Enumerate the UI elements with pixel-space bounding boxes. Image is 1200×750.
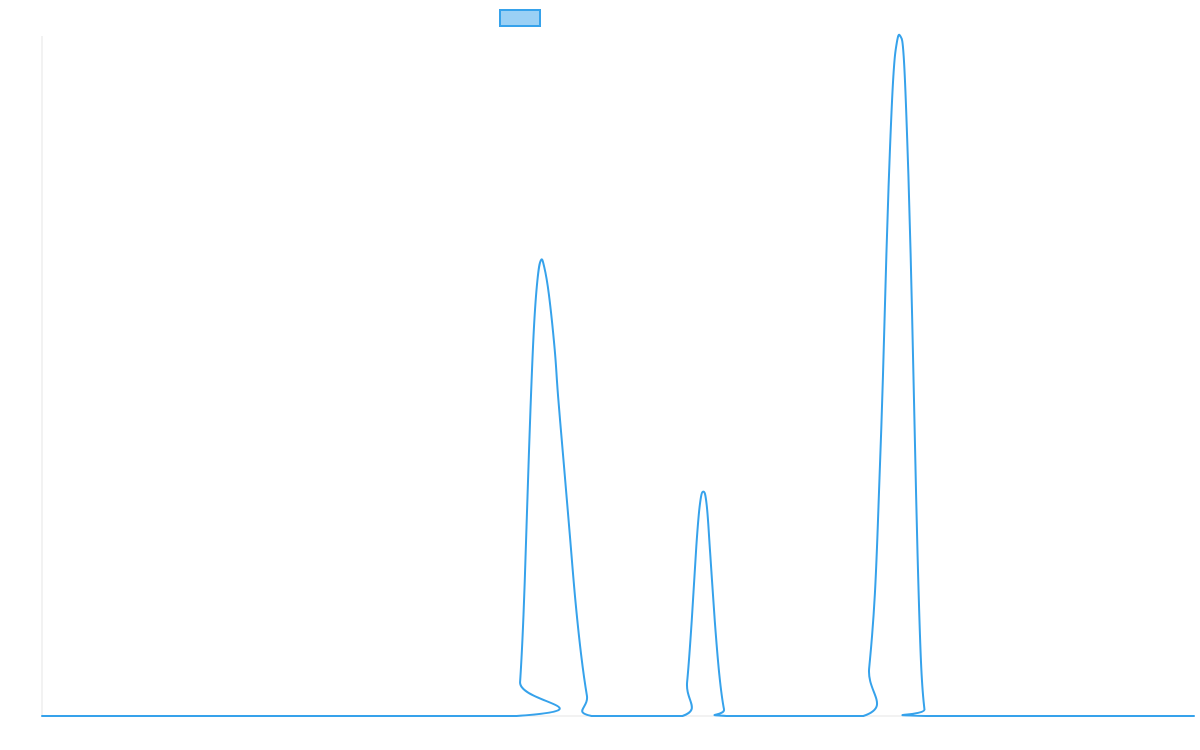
legend[interactable] xyxy=(499,9,541,27)
series-layer xyxy=(41,33,1195,718)
chart-axes xyxy=(41,36,1194,717)
legend-swatch[interactable] xyxy=(499,9,541,27)
series-line-0 xyxy=(41,33,1195,718)
